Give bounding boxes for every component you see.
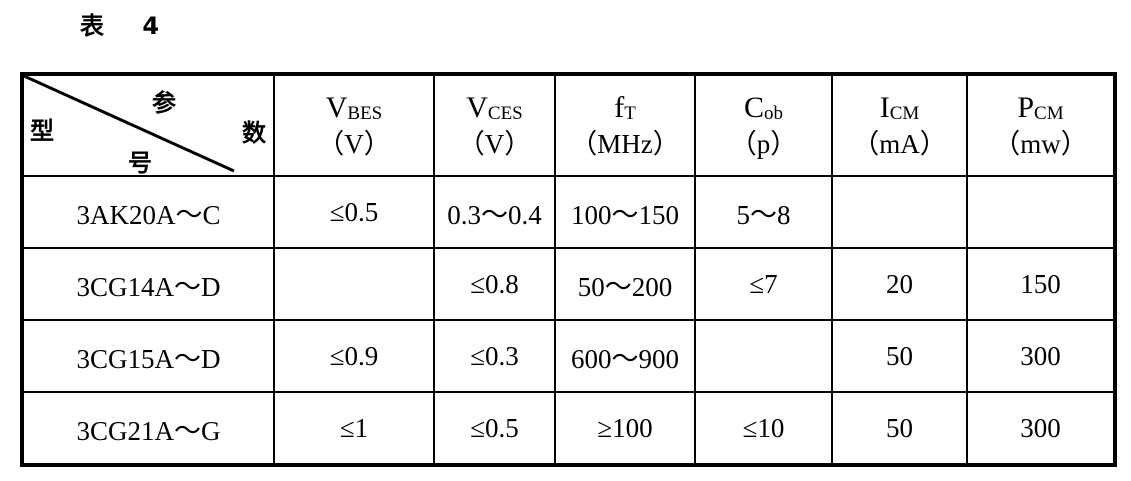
value-cell <box>694 319 833 393</box>
corner-left: 型 <box>30 117 54 145</box>
value-cell <box>966 175 1116 249</box>
data-row: 3AK20A～C ≤0.5 0.3～0.4 100～150 5～8 <box>21 175 1116 249</box>
column-symbol: V <box>325 90 348 124</box>
data-row: 3CG14A～D ≤0.8 50～200 ≤7 20 150 <box>21 247 1116 321</box>
column-unit: （V） <box>457 128 532 159</box>
value-cell: ≤0.5 <box>273 175 435 249</box>
header-row: 参 数 型 号 VBES （V） VCES （V） fT （MHz） Cob （p） ICM （m… <box>21 73 1116 177</box>
column-unit: （V） <box>317 128 391 159</box>
model-cell: 3AK20A～C <box>21 175 275 249</box>
value-cell: ≤0.3 <box>433 319 556 393</box>
data-row: 3CG15A～D ≤0.9 ≤0.3 600～900 50 300 <box>21 319 1116 393</box>
value-cell: ≤7 <box>694 247 833 321</box>
column-subscript: T <box>624 102 636 124</box>
column-subscript: CM <box>1034 102 1064 124</box>
value-cell <box>273 247 435 321</box>
value-cell: 100～150 <box>554 175 696 249</box>
column-symbol: V <box>466 90 488 124</box>
column-subscript: BES <box>347 102 383 124</box>
diagonal <box>24 76 235 173</box>
value-cell: 300 <box>966 319 1116 393</box>
column-subscript: CES <box>487 102 523 124</box>
value-cell: 150 <box>966 247 1116 321</box>
value-cell: 50 <box>831 319 968 393</box>
column-symbol-line: fT <box>557 90 693 129</box>
column-symbol: C <box>743 90 764 124</box>
value-cell: 20 <box>831 247 968 321</box>
value-cell: 50 <box>831 391 968 466</box>
corner-cell: 参 数 型 号 <box>21 73 275 177</box>
column-unit: （mA） <box>852 128 947 159</box>
value-cell: 0.3～0.4 <box>433 175 556 249</box>
column-symbol-line: Cob <box>697 90 830 129</box>
column-symbol-line: VBES <box>276 90 432 129</box>
column-subscript: CM <box>889 102 920 124</box>
spec-table: 参 数 型 号 VBES （V） VCES （V） fT （MHz） Cob （p） ICM （m… <box>20 72 1117 467</box>
column-header: Cob （p） <box>694 73 833 177</box>
value-cell: 300 <box>966 391 1116 466</box>
column-symbol-line: ICM <box>834 90 965 129</box>
value-cell: 600～900 <box>554 319 696 393</box>
column-subscript: ob <box>764 102 783 124</box>
value-cell <box>831 175 968 249</box>
column-unit: （mw） <box>993 128 1088 159</box>
column-symbol-line: VCES <box>436 90 553 129</box>
value-cell: ≥100 <box>554 391 696 466</box>
corner-top: 参 <box>152 89 176 117</box>
column-symbol: P <box>1017 90 1035 124</box>
corner-bottom: 号 <box>128 149 152 176</box>
value-cell: ≤0.5 <box>433 391 556 466</box>
corner-right: 数 <box>242 119 266 147</box>
value-cell: ≤1 <box>273 391 435 466</box>
column-unit: （MHz） <box>570 128 680 159</box>
column-unit: （p） <box>729 128 798 159</box>
model-cell: 3CG21A～G <box>21 391 275 466</box>
model-cell: 3CG15A～D <box>21 319 275 393</box>
table-title: 表 4 <box>80 12 160 40</box>
column-symbol: f <box>614 90 625 124</box>
value-cell: ≤0.8 <box>433 247 556 321</box>
column-header: VCES （V） <box>433 73 556 177</box>
column-header: ICM （mA） <box>831 73 968 177</box>
column-header: fT （MHz） <box>554 73 696 177</box>
data-row: 3CG21A～G ≤1 ≤0.5 ≥100 ≤10 50 300 <box>21 391 1116 466</box>
value-cell: ≤10 <box>694 391 833 466</box>
column-symbol: I <box>879 90 890 124</box>
column-header: VBES （V） <box>273 73 435 177</box>
value-cell: ≤0.9 <box>273 319 435 393</box>
column-header: PCM （mw） <box>966 73 1116 177</box>
model-cell: 3CG14A～D <box>21 247 275 321</box>
column-symbol-line: PCM <box>969 90 1113 129</box>
value-cell: 50～200 <box>554 247 696 321</box>
value-cell: 5～8 <box>694 175 833 249</box>
